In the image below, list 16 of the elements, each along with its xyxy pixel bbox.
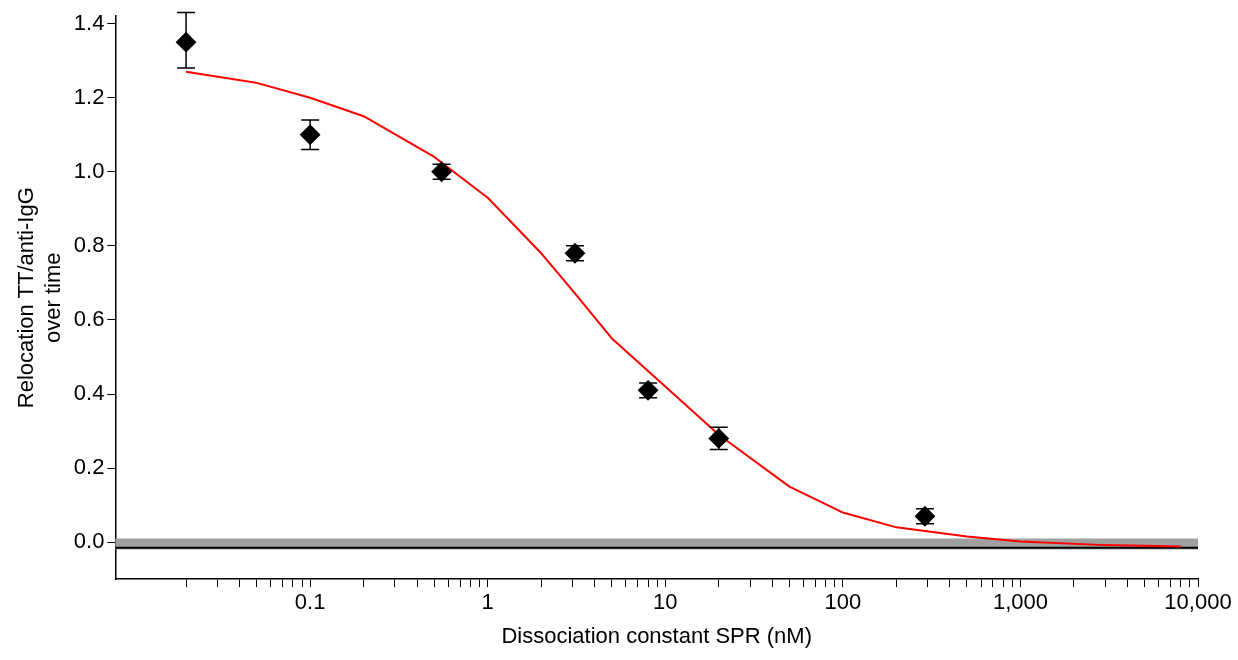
- x-axis-title: Dissociation constant SPR (nM): [501, 622, 812, 648]
- x-tick-label: 10,000: [1164, 589, 1232, 615]
- x-tick-label: 1: [481, 589, 494, 615]
- y-tick-label: 0.8: [73, 231, 105, 257]
- y-tick-label: 0.4: [73, 380, 105, 406]
- y-tick-label: 1.0: [73, 157, 105, 183]
- x-tick-label: 1,000: [992, 589, 1048, 615]
- y-tick-label: 1.4: [73, 9, 105, 35]
- x-tick-label: 0.1: [294, 589, 326, 615]
- y-tick-label: 0.6: [73, 305, 105, 331]
- y-tick-label: 1.2: [73, 83, 105, 109]
- y-tick-label: 0.0: [73, 528, 105, 554]
- y-axis-title: Relocation TT/anti-IgG over time: [13, 187, 65, 409]
- x-tick-label: 10: [653, 589, 678, 615]
- x-tick-label: 100: [824, 589, 862, 615]
- y-tick-label: 0.2: [73, 454, 105, 480]
